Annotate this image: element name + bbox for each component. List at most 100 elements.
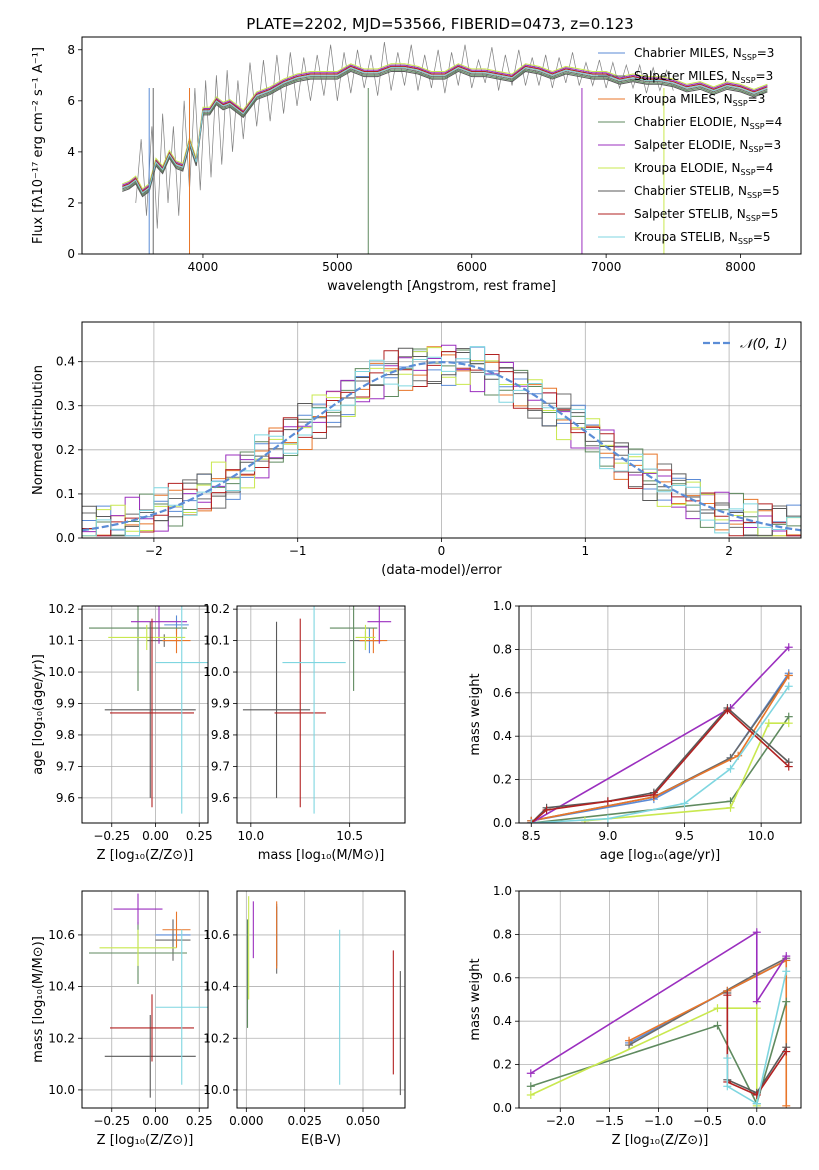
x-tick-label: 0.025 [287, 1114, 321, 1128]
x-tick-label: −1.5 [595, 1114, 624, 1128]
plot-area [526, 928, 791, 1108]
y-tick-label: 10.2 [203, 602, 230, 616]
charts-container: 4000 5000 6000 7000 8000 0 2 4 6 8 wavelength [Ang… [31, 36, 802, 1148]
axes-frame [81, 890, 209, 1109]
y-tick-label: 0.8 [493, 927, 512, 941]
y-tick-label: 0.6 [493, 971, 512, 985]
y-tick-label: 10.1 [203, 634, 230, 648]
y-axis-label: mass weight [468, 673, 483, 755]
legend-label-subscript: SSP [742, 53, 757, 62]
legend-label-part: Salpeter ELODIE, N [634, 138, 748, 152]
x-tick-label: −0.5 [693, 1114, 722, 1128]
x-tick-label: 6000 [456, 260, 487, 274]
y-tick-label: 0.4 [493, 1014, 512, 1028]
y-tick-label: 0.8 [493, 642, 512, 656]
y-tick-label: 10.0 [48, 665, 75, 679]
y-tick-label: 10.2 [48, 1031, 75, 1045]
weight-line [530, 1007, 758, 1106]
legend-label-part: =3 [748, 92, 766, 106]
legend-label: Salpeter STELIB, NSSP=5 [634, 207, 778, 223]
y-tick-label: 10.6 [48, 928, 75, 942]
y-axis-label: age [log₁₀(age/yr)] [31, 654, 46, 775]
x-tick-label: −2 [145, 544, 163, 558]
axes-frame [518, 605, 802, 824]
axes-frame [236, 605, 406, 824]
x-tick-label: 0 [438, 544, 446, 558]
y-tick-label: 4 [67, 145, 75, 159]
x-axis-label: (data-model)/error [381, 563, 502, 578]
legend-label-part: =5 [762, 184, 780, 198]
spectrum-model-line [122, 69, 768, 197]
plot-area [89, 606, 208, 814]
spectrum-model-line [122, 70, 768, 198]
x-tick-label: 0.0 [747, 1114, 766, 1128]
legend-label-part: =3 [763, 138, 781, 152]
weight-line [531, 675, 790, 822]
x-tick-label: 10.0 [237, 829, 264, 843]
x-axis-label: age [log₁₀(age/yr)] [600, 848, 721, 863]
legend-label-part: =5 [753, 230, 771, 244]
x-tick-label: 2 [725, 544, 733, 558]
axes-frame [236, 890, 406, 1109]
legend-label: Salpeter MILES, NSSP=3 [634, 69, 773, 85]
y-tick-label: 0.0 [56, 531, 75, 545]
y-tick-label: 0.1 [56, 487, 75, 501]
x-tick-label: 10.5 [336, 829, 363, 843]
legend-label-part: =3 [756, 69, 774, 83]
y-tick-label: 0.2 [56, 443, 75, 457]
x-axis-label: wavelength [Angstrom, rest frame] [327, 279, 556, 294]
legend-label-subscript: SSP [747, 191, 762, 200]
y-tick-label: 10.2 [48, 602, 75, 616]
x-tick-label: 0.25 [186, 1114, 213, 1128]
weight-line [531, 672, 790, 822]
x-tick-label: −1.0 [644, 1114, 673, 1128]
legend-label-subscript: SSP [748, 145, 763, 154]
x-tick-label: 7000 [591, 260, 622, 274]
y-tick-label: 9.9 [56, 696, 75, 710]
x-tick-label: 10.0 [748, 829, 775, 843]
panel-age-vs-mass: 10.0 10.5 9.6 9.7 9.8 9.9 10.0 10.1 10.2 mass [lo… [203, 602, 406, 863]
legend-label: Chabrier MILES, NSSP=3 [634, 46, 774, 62]
y-tick-label: 9.9 [211, 696, 230, 710]
panel-mass-weight-vs-age: 8.5 9.0 9.5 10.0 0.0 0.2 0.4 0.6 0.8 1.0 age [log₁… [468, 599, 802, 863]
axes-frame [518, 890, 802, 1109]
y-tick-label: 6 [67, 94, 75, 108]
spectrum-model-line [122, 67, 768, 194]
weight-line [726, 995, 787, 1096]
legend-label: Salpeter ELODIE, NSSP=3 [634, 138, 781, 154]
y-tick-label: 0 [67, 247, 75, 261]
plot-area [246, 896, 401, 1096]
weight-line [726, 971, 788, 1105]
legend-label-part: Kroupa ELODIE, N [634, 161, 741, 175]
plot-area [82, 344, 801, 538]
y-tick-label: 10.0 [203, 665, 230, 679]
y-tick-label: 10.4 [48, 980, 75, 994]
x-tick-label: 0.050 [346, 1114, 380, 1128]
legend-label: Kroupa MILES, NSSP=3 [634, 92, 765, 108]
y-tick-label: 9.8 [211, 728, 230, 742]
panel-mass-weight-vs-Z: −2.0 −1.5 −1.0 −0.5 0.0 0.0 0.2 0.4 0.6 0.8 1.0 Z [… [468, 884, 802, 1148]
y-tick-label: 1.0 [493, 599, 512, 613]
legend-label: Chabrier STELIB, NSSP=5 [634, 184, 780, 200]
y-tick-label: 9.7 [211, 759, 230, 773]
histogram-step [82, 347, 801, 538]
legend-label-part: Salpeter MILES, N [634, 69, 741, 83]
y-tick-label: 10.6 [203, 928, 230, 942]
x-tick-label: 0.000 [229, 1114, 263, 1128]
legend-label-part: Kroupa MILES, N [634, 92, 733, 106]
legend-label-part: =4 [756, 161, 774, 175]
legend-label: Kroupa ELODIE, NSSP=4 [634, 161, 773, 177]
axes-frame [81, 605, 209, 824]
panel-mass-vs-EBV: 0.000 0.025 0.050 10.0 10.2 10.4 10.6 E(B-V) [203, 890, 406, 1148]
x-tick-label: 8000 [725, 260, 756, 274]
y-tick-label: 9.8 [56, 728, 75, 742]
y-tick-label: 2 [67, 196, 75, 210]
legend-label-part: =4 [765, 115, 783, 129]
legend-label-part: Salpeter STELIB, N [634, 207, 746, 221]
legend-label-part: Chabrier STELIB, N [634, 184, 747, 198]
x-axis-label: Z [log₁₀(Z/Z⊙)] [97, 848, 194, 863]
x-tick-label: 9.0 [598, 829, 617, 843]
x-tick-label: 4000 [188, 260, 219, 274]
